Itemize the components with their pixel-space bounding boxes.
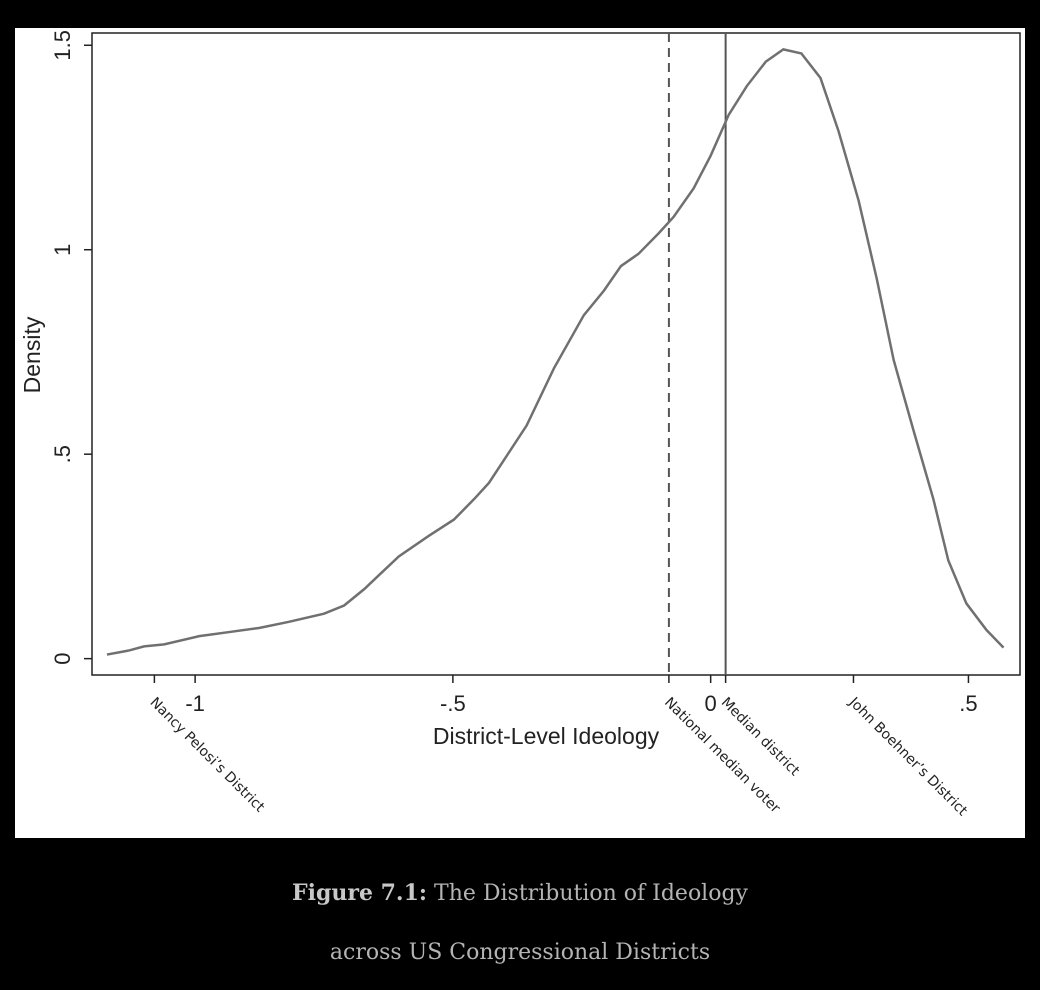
y-axis-label: Density — [19, 316, 45, 393]
x-axis-label: District-Level Ideology — [433, 723, 660, 749]
x-tick-label: -.5 — [440, 691, 466, 716]
chart: District-Level Ideology Density 0 .5 1 1.5 -… — [15, 28, 1025, 838]
plot-frame — [91, 32, 1021, 676]
caption-label: Figure 7.1: — [292, 880, 428, 906]
x-tick-label: -1 — [185, 691, 205, 716]
caption-text: The Distribution of Ideology — [434, 881, 748, 906]
caption-text: across US Congressional Districts — [329, 940, 711, 965]
caption-line: Figure 7.1: The Distribution of Ideology — [0, 880, 1040, 906]
density-curve — [106, 48, 1005, 656]
y-tick-label: 1.5 — [50, 30, 75, 61]
y-tick-label: 1 — [50, 244, 75, 256]
y-tick-label: 0 — [50, 653, 75, 665]
y-tick-label: .5 — [50, 445, 75, 463]
chart-background — [15, 28, 1025, 838]
x-tick-label: 0 — [705, 691, 717, 716]
x-tick-label: .5 — [959, 691, 977, 716]
